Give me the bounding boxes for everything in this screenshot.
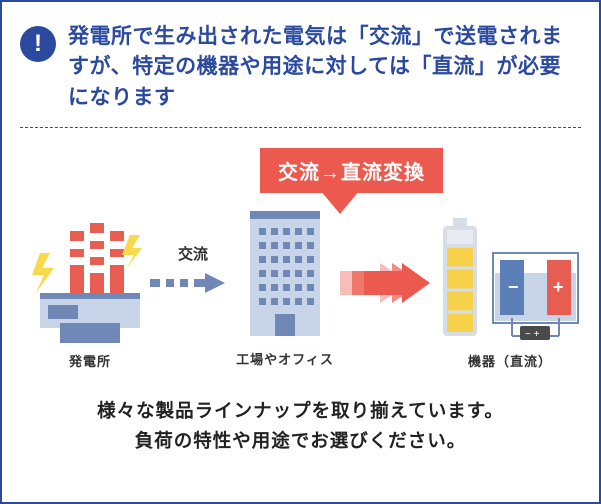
- node-factory: 工場やオフィス: [235, 206, 335, 368]
- node-powerplant: 発電所: [30, 223, 150, 370]
- factory-icon: [235, 206, 335, 341]
- footer-line1: 様々な製品ラインナップを取り揃えています。: [20, 396, 581, 426]
- device-label: 機器（直流）: [435, 351, 585, 370]
- divider: [20, 127, 581, 128]
- factory-label: 工場やオフィス: [235, 349, 335, 368]
- svg-text:+: +: [553, 277, 564, 297]
- footer: 様々な製品ラインナップを取り揃えています。 負荷の特性や用途でお選びください。: [20, 396, 581, 455]
- callout-box: 交流→直流変換: [260, 148, 443, 193]
- headline-text: 発電所で生み出された電気は「交流」で送電されますが、特定の機器や用途に対しては「…: [68, 22, 581, 113]
- device-icon: − + − +: [435, 218, 585, 343]
- svg-text:−: −: [508, 277, 519, 297]
- node-device: − + − + 機器（直流）: [435, 218, 585, 370]
- arrow-dc-icon: [340, 263, 430, 303]
- diagram-area: 交流→直流変換 交流 発電所: [20, 148, 581, 378]
- svg-text:− +: − +: [525, 329, 540, 340]
- arrow-ac-icon: [150, 273, 230, 293]
- arrow-label-ac: 交流: [178, 243, 208, 264]
- footer-line2: 負荷の特性や用途でお選びください。: [20, 426, 581, 456]
- powerplant-label: 発電所: [30, 351, 150, 370]
- powerplant-icon: [30, 223, 150, 343]
- info-icon: !: [20, 26, 56, 62]
- header: ! 発電所で生み出された電気は「交流」で送電されますが、特定の機器や用途に対して…: [20, 22, 581, 113]
